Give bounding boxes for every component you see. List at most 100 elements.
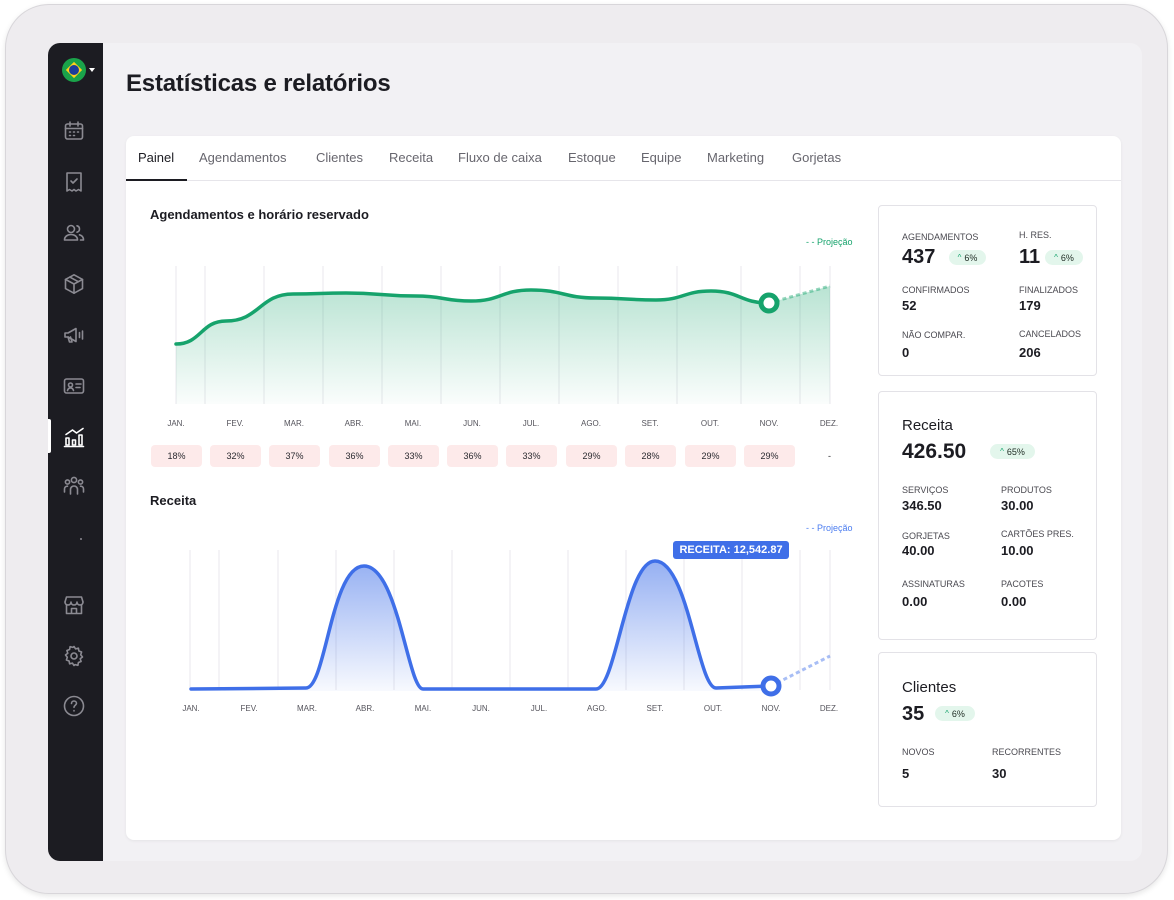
badge-text: 65% [1006, 446, 1025, 457]
month-tick-label: JUN. [463, 419, 481, 428]
occupancy-pill: - [828, 451, 831, 461]
appointments-stats-card: AGENDAMENTOS 437 ^ 6% H. RES. 11 ^ 6% CONF… [878, 205, 1097, 376]
revenue-line [189, 559, 773, 691]
megaphone-icon[interactable] [61, 322, 87, 348]
clients-total-value: 35 [902, 703, 925, 725]
cartoes-value: 10.00 [1001, 543, 1034, 558]
id-card-icon[interactable] [61, 373, 87, 399]
month-tick-label: JAN. [182, 704, 199, 713]
revenue-area [191, 561, 771, 691]
nao-compar-value: 0 [902, 345, 910, 360]
month-tick-label: OUT. [701, 419, 719, 428]
occupancy-pill: 36% [329, 445, 380, 467]
pacotes-value: 0.00 [1001, 594, 1027, 609]
month-tick-label: DEZ. [820, 704, 838, 713]
revenue-tooltip: RECEITA: 12,542.87 [673, 541, 789, 559]
month-tick-label: JUL. [531, 704, 547, 713]
calendar-icon[interactable] [61, 118, 87, 144]
appointments-chart-title: Agendamentos e horário reservado [150, 207, 369, 222]
active-indicator [48, 419, 51, 453]
horas-value: 11 [1019, 246, 1041, 268]
produtos-value: 30.00 [1001, 498, 1034, 513]
revenue-card-title: Receita [902, 417, 953, 434]
tab-agendamentos[interactable]: Agendamentos [199, 150, 287, 165]
revenue-projection-legend: - - Projeção [806, 523, 853, 533]
charts-canvas: JAN. FEV. MAR. ABR. MAI. JUN. JUL. AGO. SET. OUT.… [167, 266, 838, 713]
occupancy-pill: 29% [744, 445, 795, 467]
help-icon[interactable] [61, 693, 87, 719]
appointments-current-point[interactable] [758, 292, 780, 314]
receipt-icon[interactable] [61, 169, 87, 195]
arrow-up-icon: ^ [1000, 447, 1004, 456]
month-tick-label: FEV. [226, 419, 243, 428]
occupancy-pill: 28% [625, 445, 676, 467]
tab-clientes[interactable]: Clientes [316, 150, 363, 165]
projection-legend: - - Projeção [806, 237, 853, 247]
novos-label: NOVOS [902, 747, 935, 757]
tab-marketing[interactable]: Marketing [707, 150, 765, 165]
occupancy-pill: 33% [506, 445, 557, 467]
month-tick-label: AGO. [587, 704, 607, 713]
page-title: Estatísticas e relatórios [126, 70, 391, 97]
active-tab-underline [126, 179, 187, 181]
sidebar [48, 43, 103, 861]
tab-estoque[interactable]: Estoque [568, 150, 616, 165]
revenue-total-value: 426.50 [902, 440, 967, 463]
tab-painel[interactable]: Painel [138, 150, 175, 165]
arrow-up-icon: ^ [945, 709, 949, 718]
cartoes-label: CARTÕES PRES. [1001, 529, 1074, 539]
tab-equipe[interactable]: Equipe [641, 150, 682, 165]
statistics-icon[interactable] [61, 424, 87, 450]
finalizados-value: 179 [1019, 298, 1041, 313]
clients-card-title: Clientes [902, 679, 957, 696]
month-tick-label: MAI. [405, 419, 421, 428]
occupancy-pill: 18% [151, 445, 202, 467]
agendamentos-label: AGENDAMENTOS [902, 232, 979, 242]
month-tick-label: JAN. [167, 419, 184, 428]
settings-icon[interactable] [61, 643, 87, 669]
tablet-frame: Estatísticas e relatórios Painel Agendam… [5, 4, 1168, 894]
dashboard-card: Painel Agendamentos Clientes Receita Flu… [126, 136, 1121, 840]
revenue-current-point[interactable] [760, 675, 782, 697]
revenue-stats-card: Receita 426.50 ^ 65% SERVIÇOS 346.50 PROD… [878, 391, 1097, 640]
gorjetas-value: 40.00 [902, 543, 935, 558]
month-tick-label: JUL. [523, 419, 539, 428]
chevron-down-icon[interactable] [89, 68, 95, 72]
month-tick-label: MAR. [297, 704, 317, 713]
occupancy-pill: 29% [566, 445, 617, 467]
appointments-line [174, 288, 771, 346]
box-icon[interactable] [61, 271, 87, 297]
month-tick-label: SET. [642, 419, 659, 428]
badge-text: 6% [951, 708, 965, 719]
nao-compar-label: NÃO COMPAR. [902, 330, 966, 340]
team-icon[interactable] [61, 473, 87, 499]
month-tick-label: ABR. [356, 704, 375, 713]
separator-dot [80, 538, 82, 540]
clients-icon[interactable] [61, 220, 87, 246]
arrow-up-icon: ^ [1054, 253, 1058, 262]
tab-receita[interactable]: Receita [389, 150, 434, 165]
produtos-label: PRODUTOS [1001, 485, 1052, 495]
revenue-chart-title: Receita [150, 493, 197, 508]
agendamentos-badge: ^ 6% [949, 250, 986, 265]
recorrentes-label: RECORRENTES [992, 747, 1062, 757]
servicos-value: 346.50 [902, 498, 942, 513]
brazil-flag-icon[interactable] [62, 58, 86, 82]
clients-badge: ^ 6% [935, 706, 975, 721]
month-tick-label: OUT. [704, 704, 722, 713]
store-icon[interactable] [61, 592, 87, 618]
occupancy-pill: 32% [210, 445, 261, 467]
tab-fluxo-de-caixa[interactable]: Fluxo de caixa [458, 150, 542, 165]
assinaturas-value: 0.00 [902, 594, 928, 609]
recorrentes-value: 30 [992, 766, 1007, 781]
tab-bar: Painel Agendamentos Clientes Receita Flu… [126, 136, 1121, 181]
month-tick-label: JUN. [472, 704, 490, 713]
occupancy-pill: 33% [388, 445, 439, 467]
tab-gorjetas[interactable]: Gorjetas [792, 150, 842, 165]
novos-value: 5 [902, 766, 910, 781]
revenue-badge: ^ 65% [990, 444, 1035, 459]
month-tick-label: NOV. [760, 419, 779, 428]
finalizados-label: FINALIZADOS [1019, 285, 1079, 295]
agendamentos-value: 437 [902, 246, 936, 268]
confirmados-label: CONFIRMADOS [902, 285, 970, 295]
